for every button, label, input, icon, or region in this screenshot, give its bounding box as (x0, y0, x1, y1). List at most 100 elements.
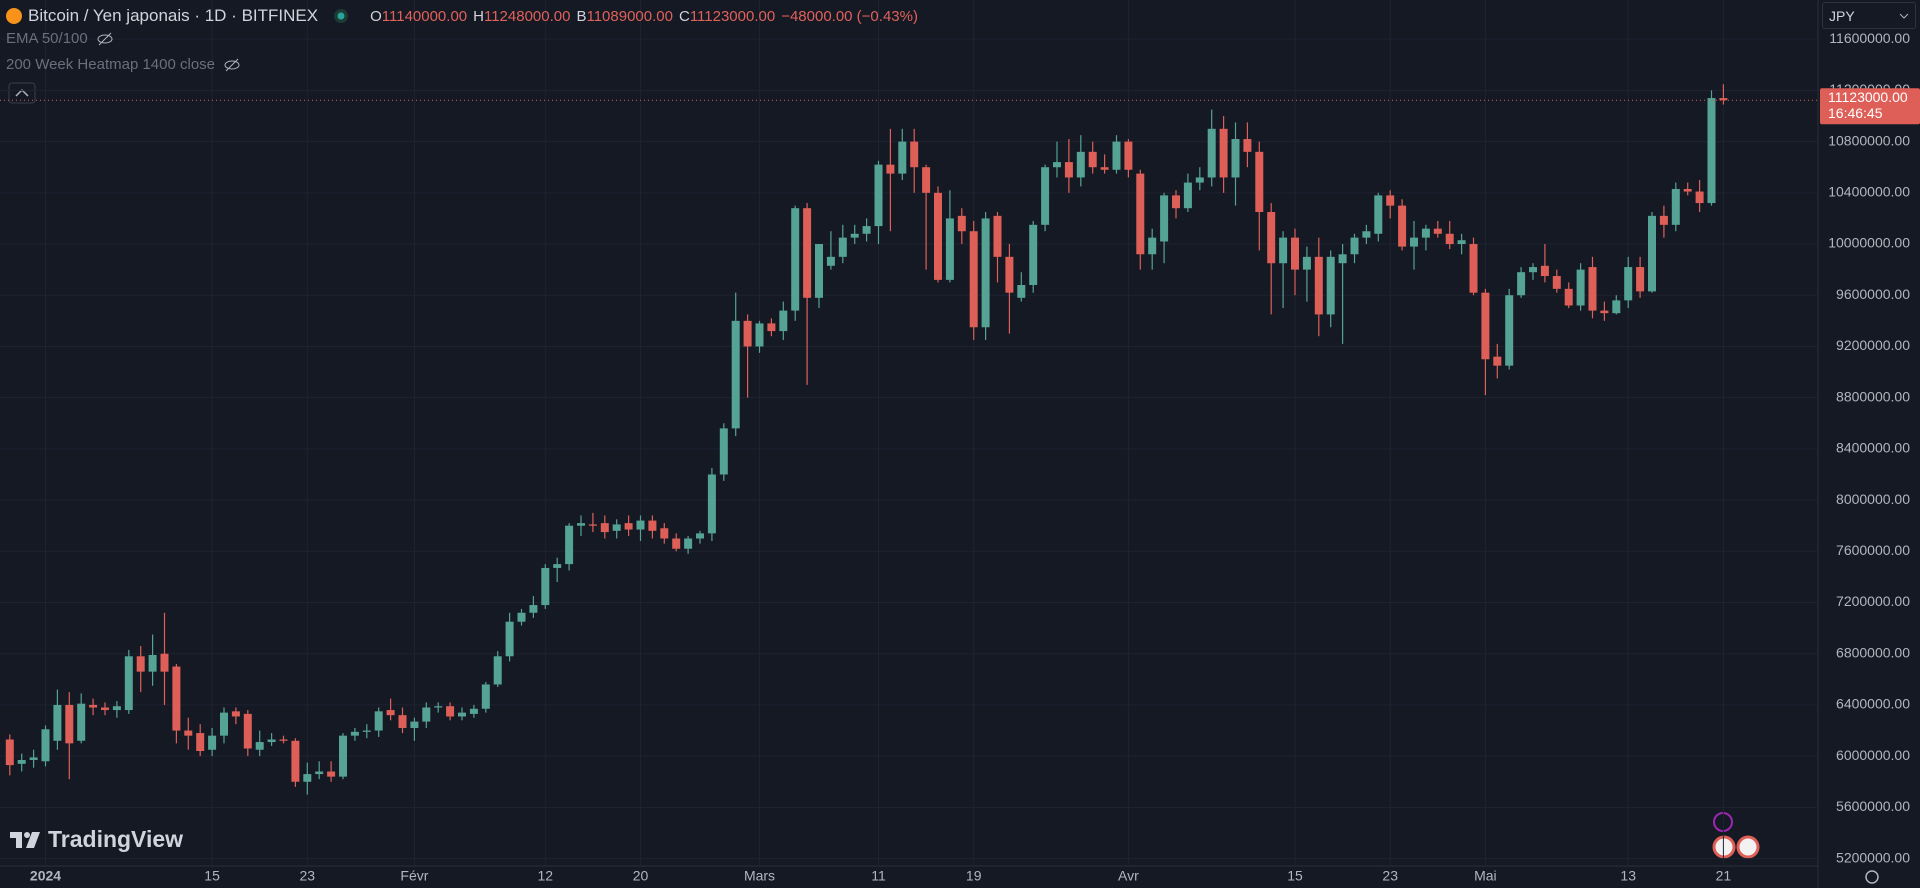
candle-body (993, 215, 1002, 257)
event-icon[interactable] (1712, 835, 1736, 859)
candle-body (53, 704, 62, 741)
candle-body (1243, 139, 1252, 152)
candle-body (1088, 151, 1097, 168)
candle-body (231, 711, 240, 717)
candle-body (89, 704, 98, 708)
currency-select[interactable]: JPY (1822, 2, 1916, 29)
candle-body (255, 742, 264, 750)
candle-body (696, 533, 704, 539)
x-tick-label: 19 (966, 868, 982, 884)
candle-body (1529, 267, 1537, 273)
candle-body (279, 739, 288, 741)
indicator[interactable]: EMA 50/100 (6, 30, 114, 47)
candle-body (327, 771, 336, 777)
candle-body (398, 715, 407, 728)
candle-body (1231, 139, 1240, 178)
candle-body (29, 757, 38, 760)
candle-body (1659, 215, 1668, 225)
candle-body (1636, 267, 1645, 292)
candle-body (1707, 98, 1716, 204)
candle-body (1648, 215, 1656, 292)
y-tick-label: 8800000.00 (1836, 388, 1910, 404)
candle-body (1136, 173, 1145, 255)
candle-body (1100, 167, 1109, 170)
candle-body (1445, 233, 1454, 245)
candle-body (1552, 276, 1561, 289)
candle-body (850, 233, 859, 238)
event-icon[interactable] (1736, 835, 1760, 859)
candle-body (1064, 162, 1073, 178)
y-tick-label: 5600000.00 (1836, 798, 1910, 814)
candle-body (1255, 151, 1264, 213)
y-tick-label: 8400000.00 (1836, 440, 1910, 456)
candle-body (1326, 256, 1335, 315)
candle-body (77, 703, 86, 741)
candle-body (755, 323, 764, 347)
y-tick-label: 7200000.00 (1836, 593, 1910, 609)
x-tick-label: 23 (300, 868, 316, 884)
candle-body (624, 523, 633, 530)
candle-body (458, 712, 466, 717)
candle-body (612, 524, 621, 531)
y-tick-label: 8000000.00 (1836, 491, 1910, 507)
candle-body (743, 320, 752, 347)
branding: TradingView (10, 826, 183, 853)
collapse-button[interactable] (8, 82, 36, 104)
ohlc-key: H (473, 7, 484, 25)
candle-body (362, 730, 371, 732)
settings-icon[interactable] (1865, 870, 1879, 884)
indicator[interactable]: 200 Week Heatmap 1400 close (6, 56, 241, 73)
candle-body (469, 708, 478, 714)
x-tick-label: Mars (744, 868, 775, 884)
candle-body (5, 739, 14, 766)
candle-body (1160, 195, 1169, 242)
candle-body (1207, 128, 1216, 178)
candle-body (1017, 284, 1026, 298)
candle-body (1219, 128, 1228, 178)
candle-body (243, 713, 252, 749)
ohlc-key: B (576, 7, 587, 25)
candle-body (1481, 292, 1490, 360)
candle-body (553, 564, 562, 568)
candle-body (1124, 141, 1133, 170)
brand-name: TradingView (48, 826, 184, 852)
y-tick-label: 9200000.00 (1836, 337, 1910, 353)
candle-body (410, 721, 419, 728)
candle-body (1695, 191, 1704, 204)
y-tick-label: 10000000.00 (1828, 235, 1910, 251)
candle-body (1517, 272, 1526, 296)
candle-body (1719, 98, 1728, 101)
candle-body (648, 520, 657, 531)
candle-body (1410, 237, 1418, 247)
candle-body (791, 208, 800, 311)
candle-body (1291, 237, 1299, 270)
symbol[interactable]: Bitcoin / Yen japonais · 1D · BITFINEX (28, 6, 319, 25)
candle-body (1588, 267, 1597, 311)
candle-body (910, 141, 919, 168)
logo (10, 831, 40, 848)
candle-body (1457, 240, 1466, 245)
candle-body (386, 710, 395, 716)
y-tick-label: 9600000.00 (1836, 286, 1910, 302)
candle-body (196, 733, 205, 752)
y-tick-label: 7600000.00 (1836, 542, 1910, 558)
x-tick-label: Avr (1118, 868, 1139, 884)
ohlc-value: 11140000.00 (381, 7, 468, 25)
candle-body (565, 525, 574, 565)
candle-body (1564, 288, 1573, 306)
candle-body (957, 215, 966, 232)
x-tick-label: 15 (1287, 868, 1303, 884)
candle-body (303, 774, 312, 782)
candle-body (767, 323, 776, 332)
candle-body (1576, 269, 1585, 306)
candle-body (577, 523, 585, 526)
candle-body (41, 729, 50, 762)
header: Bitcoin / Yen japonais · 1D · BITFINEX O… (6, 4, 918, 28)
candle-body (446, 706, 455, 717)
candle-body (124, 656, 133, 711)
symbol-icon (6, 8, 22, 24)
candle-body (672, 538, 681, 549)
candle-body (636, 520, 645, 530)
candle-body (505, 621, 514, 657)
candle-body (862, 226, 871, 234)
